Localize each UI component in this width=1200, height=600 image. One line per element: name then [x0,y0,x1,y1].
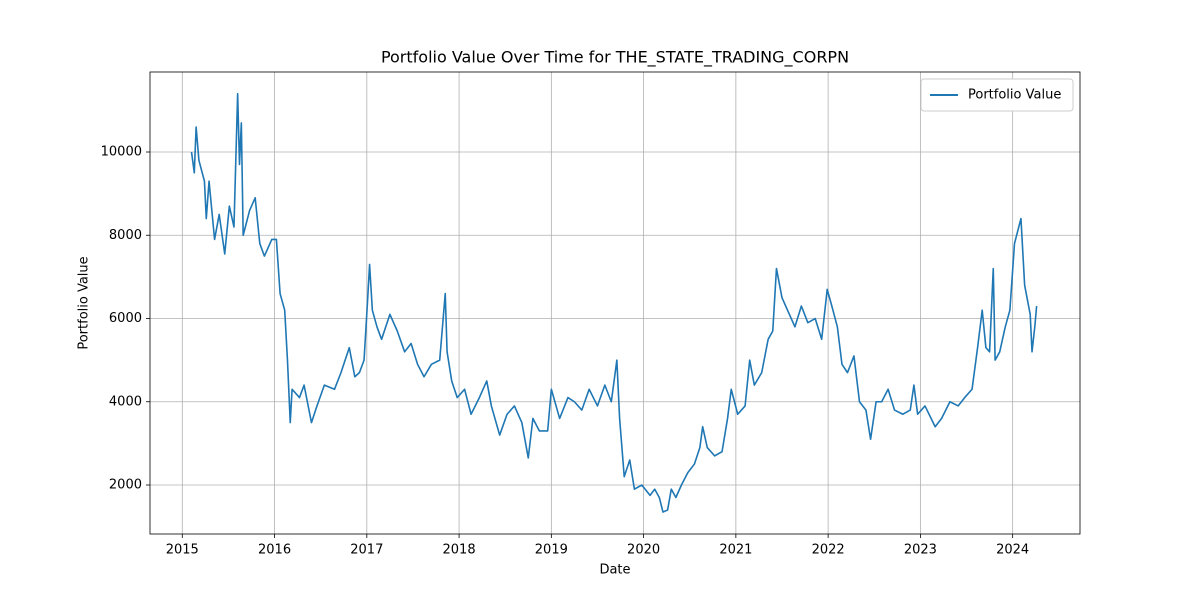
x-tick-label: 2017 [350,543,383,558]
x-tick-label: 2019 [535,543,568,558]
y-axis-label: Portfolio Value [77,256,92,349]
x-axis-label: Date [599,563,630,578]
x-tick-label: 2021 [719,543,752,558]
x-tick-label: 2023 [904,543,937,558]
y-tick-label: 8000 [109,228,142,243]
y-tick-label: 10000 [101,145,142,160]
legend-box [920,78,1074,112]
plot-frame [149,71,1081,535]
y-tick-label: 4000 [109,394,142,409]
x-tick-label: 2020 [627,543,660,558]
x-tick-label: 2024 [996,543,1029,558]
legend-label: Portfolio Value [968,88,1061,103]
y-tick-label: 6000 [109,311,142,326]
x-tick-label: 2016 [258,543,291,558]
series-line [190,92,1038,513]
chart-title: Portfolio Value Over Time for THE_STATE_… [381,48,849,68]
y-tick-label: 2000 [109,478,142,493]
x-tick-label: 2022 [812,543,845,558]
x-tick-label: 2015 [166,543,199,558]
x-tick-label: 2018 [443,543,476,558]
